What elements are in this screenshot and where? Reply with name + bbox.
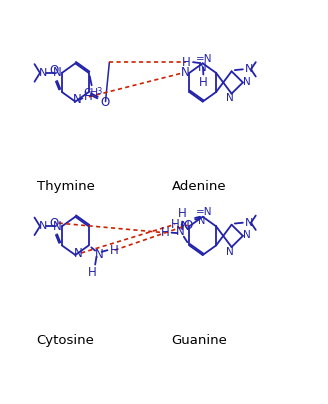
Text: H: H <box>88 266 96 279</box>
Text: N: N <box>176 225 185 238</box>
Text: N: N <box>226 93 234 103</box>
Text: Guanine: Guanine <box>172 334 227 347</box>
Text: N: N <box>39 68 47 78</box>
Text: =N: =N <box>196 54 212 63</box>
Text: H: H <box>84 90 92 103</box>
Text: O: O <box>50 64 59 77</box>
Text: N: N <box>243 230 251 240</box>
Text: N: N <box>39 221 47 231</box>
Text: H: H <box>110 244 118 257</box>
Text: N: N <box>198 61 206 74</box>
Text: N: N <box>181 66 190 80</box>
Text: H: H <box>182 56 191 69</box>
Text: N: N <box>245 64 253 74</box>
Text: H: H <box>161 226 170 239</box>
Text: H: H <box>171 218 180 231</box>
Text: O: O <box>100 96 110 109</box>
Text: N: N <box>53 66 62 80</box>
Text: H: H <box>199 76 208 89</box>
Text: N: N <box>198 216 206 226</box>
Text: Adenine: Adenine <box>172 180 227 194</box>
Text: N: N <box>72 93 81 106</box>
Text: =N: =N <box>196 207 212 217</box>
Text: Cytosine: Cytosine <box>37 334 94 347</box>
Text: CH: CH <box>83 88 98 98</box>
Text: N: N <box>95 248 103 261</box>
Text: N: N <box>53 220 62 233</box>
Text: H: H <box>178 207 187 220</box>
Text: N: N <box>226 247 234 257</box>
Text: Thymine: Thymine <box>37 180 94 194</box>
Text: N: N <box>245 218 253 228</box>
Text: O: O <box>50 217 59 229</box>
Text: 3: 3 <box>97 87 102 96</box>
Text: N: N <box>181 220 190 233</box>
Text: N: N <box>243 77 251 87</box>
Text: N: N <box>73 246 82 259</box>
Text: O: O <box>184 219 193 231</box>
